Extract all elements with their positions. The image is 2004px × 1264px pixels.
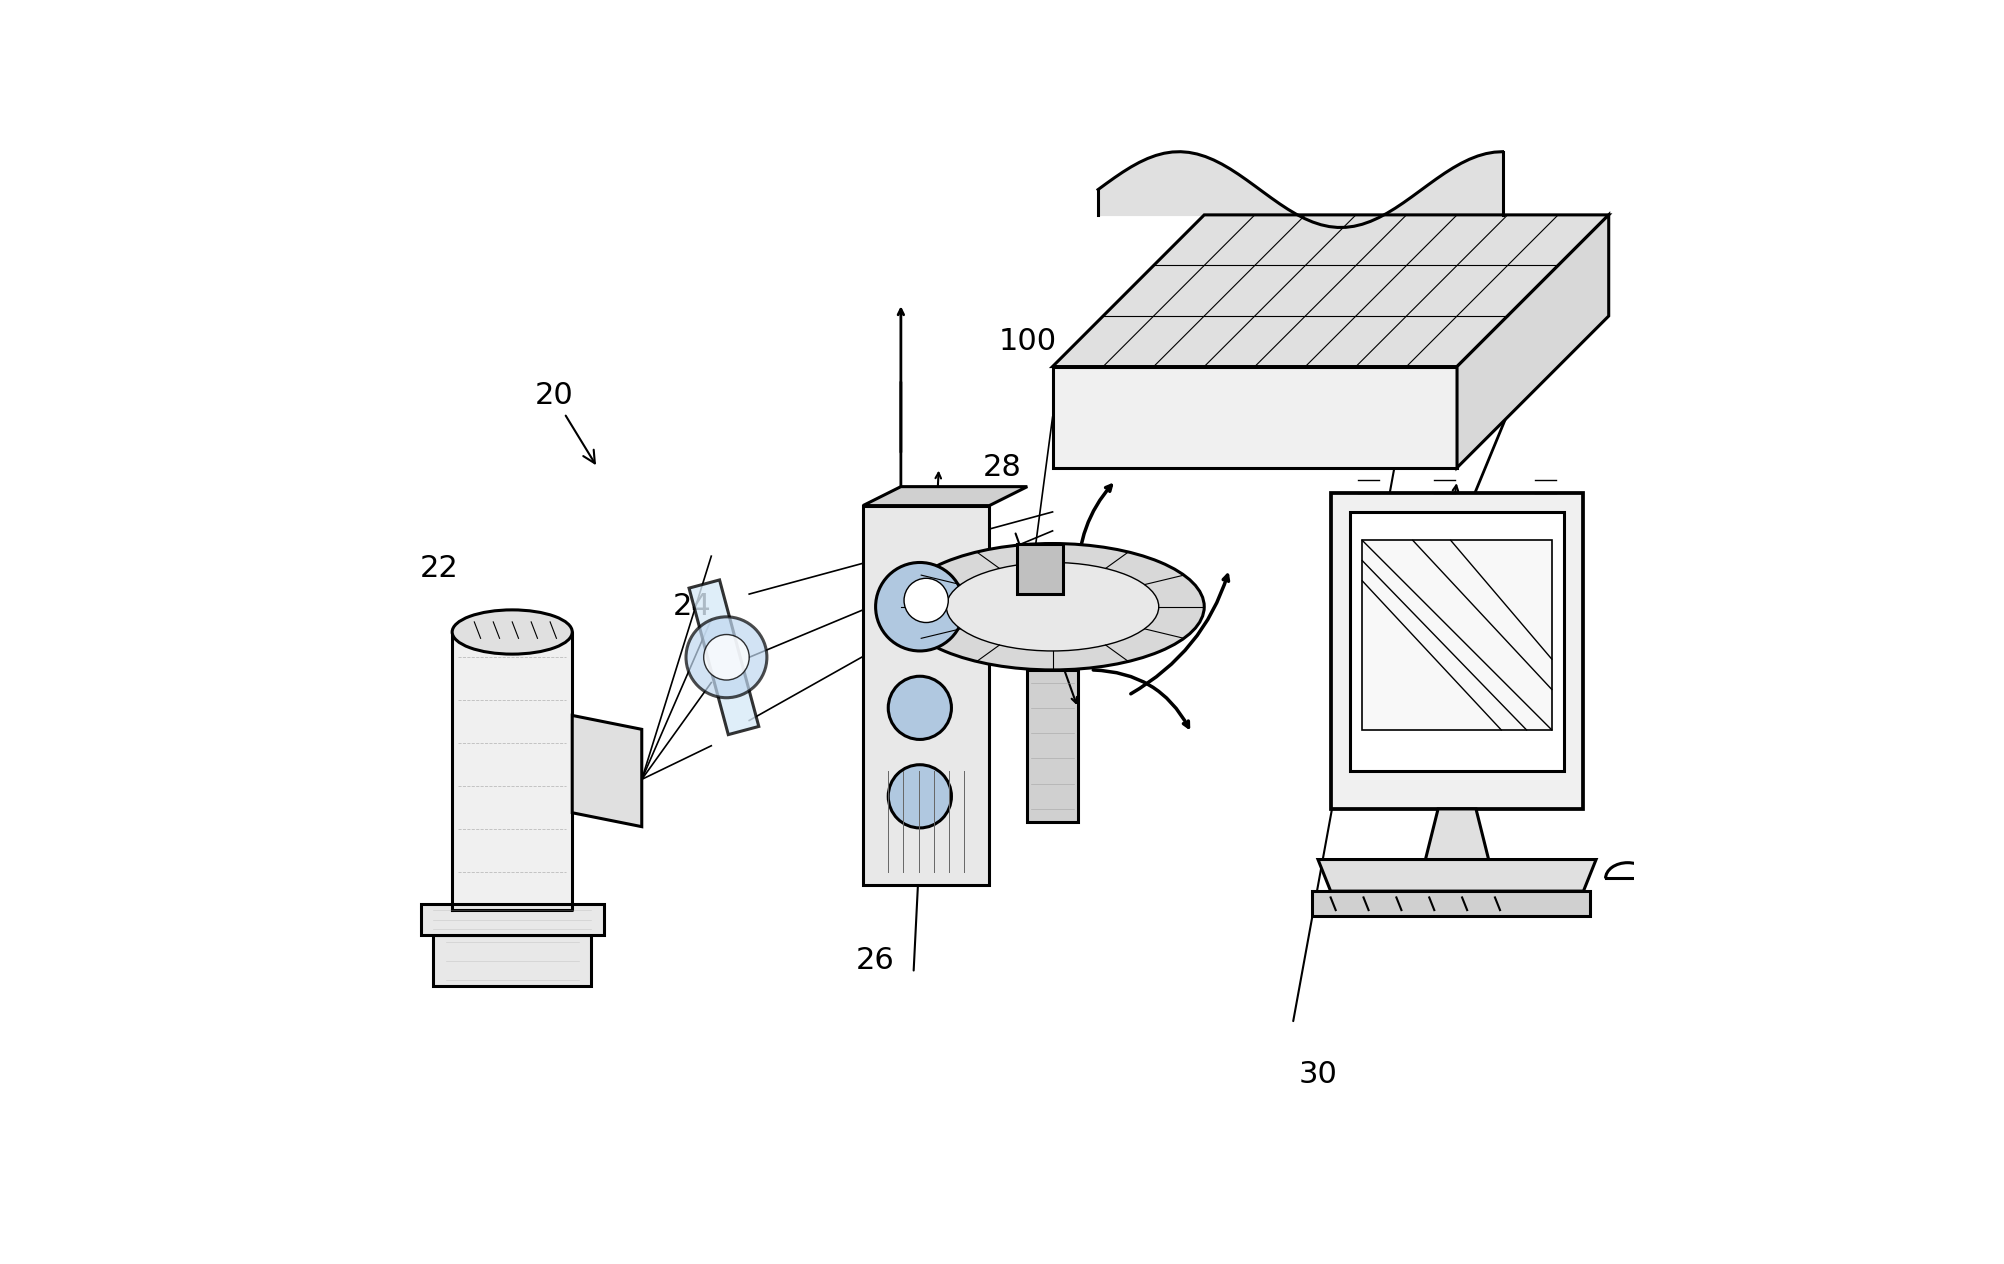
Polygon shape — [864, 487, 1028, 506]
Polygon shape — [1052, 367, 1457, 468]
Ellipse shape — [902, 544, 1204, 670]
Text: 28: 28 — [982, 454, 1022, 482]
Text: 26: 26 — [856, 947, 896, 975]
Polygon shape — [1052, 215, 1609, 367]
Circle shape — [888, 676, 952, 739]
Text: 100: 100 — [998, 327, 1056, 355]
Ellipse shape — [946, 562, 1158, 651]
Polygon shape — [1457, 215, 1609, 468]
Polygon shape — [1313, 891, 1589, 916]
Polygon shape — [1425, 809, 1489, 860]
Circle shape — [685, 617, 768, 698]
Circle shape — [876, 562, 964, 651]
Polygon shape — [1028, 670, 1078, 822]
Text: 22: 22 — [419, 555, 459, 583]
Polygon shape — [864, 506, 990, 885]
Polygon shape — [1363, 541, 1551, 731]
Text: 20: 20 — [535, 382, 595, 464]
Circle shape — [888, 765, 952, 828]
Polygon shape — [1331, 493, 1583, 809]
Text: 30: 30 — [1299, 1060, 1337, 1088]
Polygon shape — [453, 632, 573, 910]
Polygon shape — [1349, 512, 1565, 771]
Circle shape — [904, 578, 948, 623]
Polygon shape — [573, 715, 641, 827]
Text: 32: 32 — [1425, 707, 1463, 734]
Ellipse shape — [453, 611, 573, 655]
Circle shape — [703, 635, 749, 680]
Polygon shape — [421, 904, 603, 935]
Polygon shape — [689, 580, 760, 734]
Text: 24: 24 — [673, 593, 711, 621]
Polygon shape — [1018, 544, 1062, 594]
Polygon shape — [433, 935, 591, 986]
Polygon shape — [1319, 860, 1595, 891]
